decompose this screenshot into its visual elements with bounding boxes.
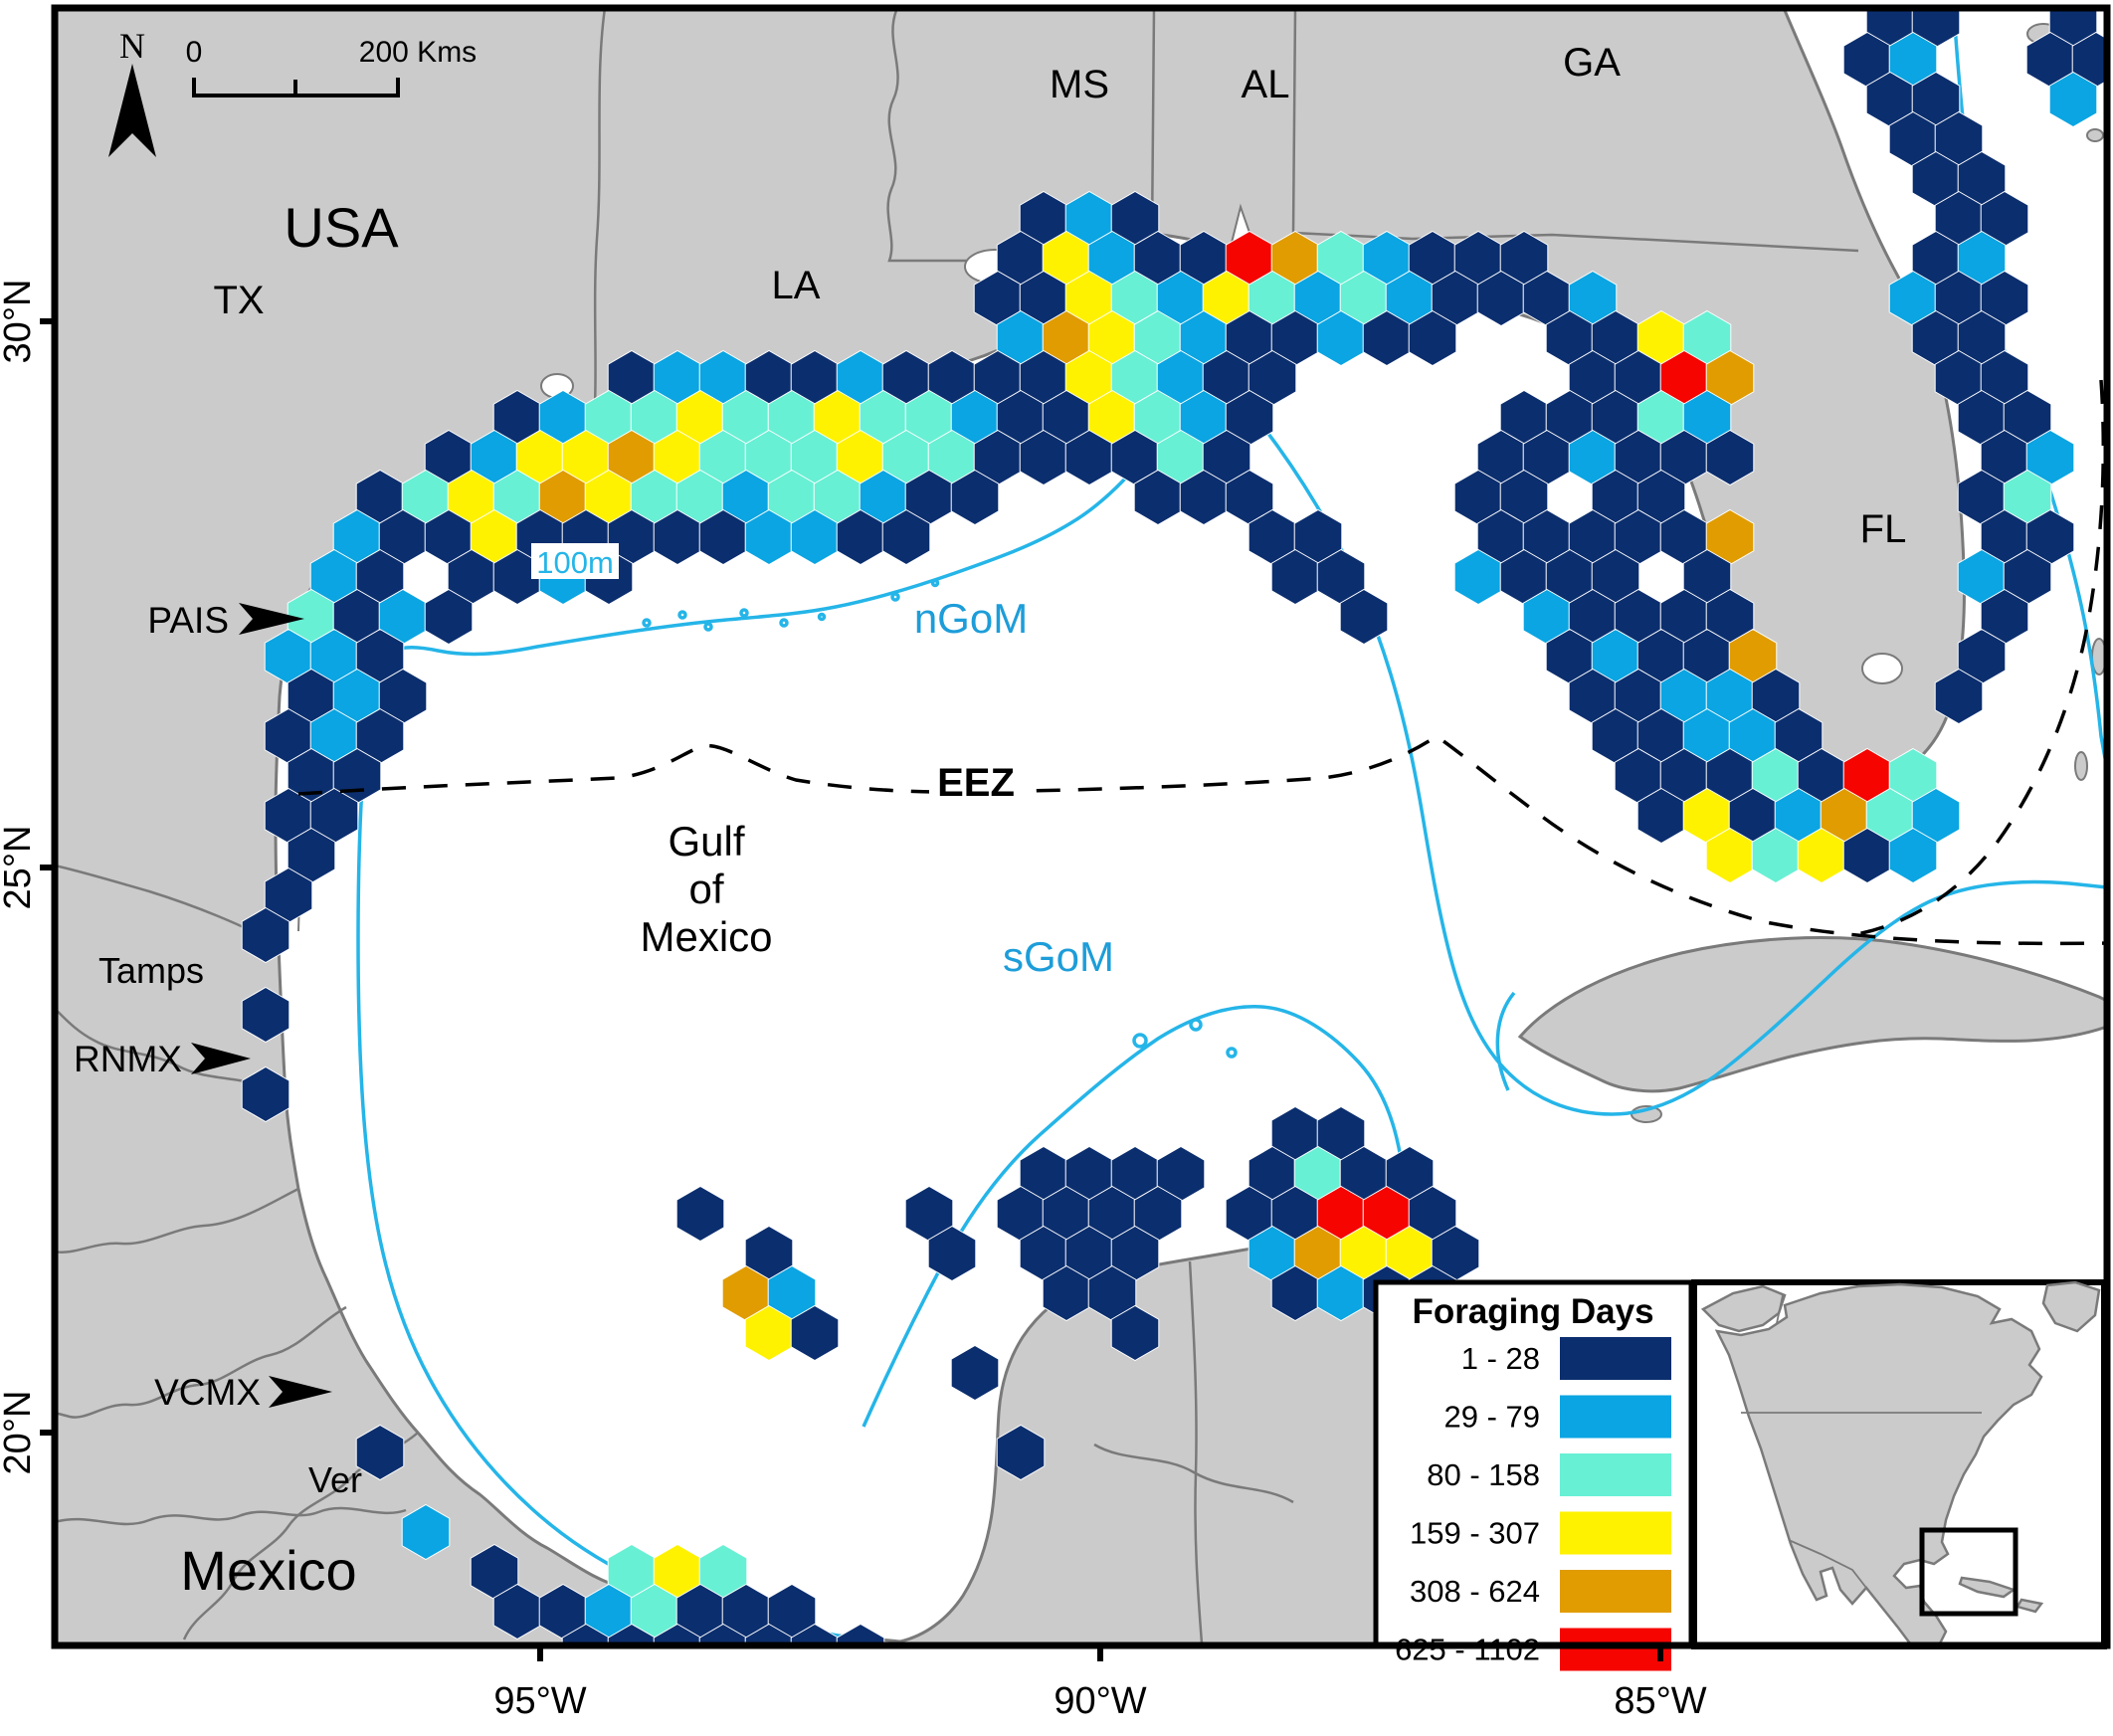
north-arrow-label: N	[119, 26, 145, 66]
contour-label-100m: 100m	[536, 545, 614, 580]
inset-map	[1691, 1279, 2107, 1649]
eez-boundary	[297, 379, 2106, 946]
hex-cell	[950, 469, 1000, 526]
state-label-tx: TX	[213, 279, 264, 322]
water-label-ngom: nGoM	[914, 595, 1028, 642]
legend-swatch	[1560, 1628, 1671, 1671]
contour-label-backing	[531, 543, 619, 579]
north-arrow-icon	[108, 64, 156, 157]
state-label-ver: Ver	[308, 1459, 362, 1500]
lat-tick-25n	[40, 865, 56, 870]
lat-label-20n: 20°N	[0, 1391, 39, 1475]
gulf-label-line3: Mexico	[640, 913, 772, 960]
map-frame	[51, 4, 2111, 1649]
hex-cell	[355, 1424, 405, 1481]
lon-label-95w: 95°W	[493, 1680, 586, 1722]
legend-class-label: 1 - 28	[1461, 1341, 1540, 1376]
country-label-mexico: Mexico	[180, 1539, 356, 1602]
state-label-fl: FL	[1860, 507, 1907, 551]
site-arrow-rnmx	[191, 1043, 251, 1074]
lon-tick-85w	[1657, 1645, 1663, 1661]
lon-label-85w: 85°W	[1614, 1680, 1706, 1722]
legend-class-label: 625 - 1102	[1395, 1633, 1540, 1667]
legend-class-label: 80 - 158	[1427, 1457, 1540, 1492]
hex-cell	[836, 1623, 885, 1643]
inset-border-alaska	[1776, 1294, 1784, 1324]
hex-cell	[401, 1503, 451, 1561]
site-label-rnmx: RNMX	[74, 1039, 182, 1079]
hexbin-layer	[241, 11, 2106, 1643]
legend-title: Foraging Days	[1412, 1292, 1653, 1331]
gulf-label-line1: Gulf	[668, 818, 744, 865]
legend-swatch	[1560, 1337, 1671, 1380]
eez-label: EEZ	[937, 761, 1015, 805]
hex-cell	[1888, 827, 1938, 884]
legend-class-label: 29 - 79	[1443, 1400, 1540, 1435]
scale-bar-start: 0	[186, 36, 203, 69]
state-label-tamps: Tamps	[98, 950, 204, 991]
site-label-pais: PAIS	[147, 600, 229, 641]
lon-label-90w: 90°W	[1054, 1680, 1146, 1722]
state-label-la: LA	[772, 264, 821, 307]
hex-cell	[996, 1424, 1046, 1481]
inset-study-area-box	[1919, 1527, 2018, 1617]
lat-label-30n: 30°N	[0, 280, 39, 364]
inset-hispaniola	[2016, 1598, 2044, 1614]
hex-cell	[241, 906, 290, 964]
hex-cell	[950, 1344, 1000, 1402]
hex-cell	[241, 1065, 290, 1123]
lat-tick-20n	[40, 1430, 56, 1436]
hex-cell	[241, 986, 290, 1044]
scale-bar-end: 200 Kms	[359, 36, 477, 69]
hex-cell	[1110, 1304, 1160, 1362]
water-label-sgom: sGoM	[1003, 933, 1114, 980]
legend-class-label: 308 - 624	[1410, 1574, 1540, 1609]
inset-cuba	[1958, 1576, 2017, 1599]
gulf-label-line2: of	[688, 866, 723, 912]
state-label-ga: GA	[1563, 41, 1621, 85]
hex-cell	[675, 1185, 725, 1243]
legend: Foraging Days 1 - 28 29 - 79 80 - 158 159 -…	[1373, 1279, 1694, 1671]
inset-north-america	[1714, 1282, 2043, 1645]
country-label-usa: USA	[284, 196, 399, 259]
site-label-vcmx: VCMX	[154, 1372, 261, 1413]
lat-label-25n: 25°N	[0, 826, 39, 910]
inset-border-us-mexico	[1788, 1539, 1867, 1589]
hex-cell	[881, 508, 931, 566]
hex-cell	[1934, 668, 1984, 725]
state-label-ms: MS	[1050, 63, 1109, 106]
legend-swatch	[1560, 1395, 1671, 1439]
legend-swatch	[1560, 1570, 1671, 1613]
legend-class-label: 159 - 307	[1410, 1516, 1540, 1551]
hex-cell	[2048, 71, 2098, 128]
state-label-al: AL	[1242, 63, 1290, 106]
inset-greenland	[2041, 1280, 2101, 1333]
bahamas-bank	[2074, 751, 2088, 781]
site-arrow-pais	[239, 603, 304, 635]
lat-tick-30n	[40, 318, 56, 324]
legend-rows: 1 - 28 29 - 79 80 - 158 159 - 307 308 - 624 6…	[1395, 1337, 1671, 1671]
cuba	[1517, 936, 2106, 1093]
hex-cell	[790, 1304, 840, 1362]
hex-cell	[1705, 429, 1755, 486]
site-arrow-vcmx	[269, 1376, 332, 1408]
legend-swatch	[1560, 1511, 1671, 1555]
lon-tick-90w	[1097, 1645, 1103, 1661]
hex-cell	[424, 588, 474, 646]
bahamas-island	[2086, 128, 2104, 142]
legend-swatch	[1560, 1453, 1671, 1496]
scale-bar: 0 200 Kms	[186, 36, 477, 97]
lon-tick-95w	[537, 1645, 543, 1661]
hex-cell	[1408, 309, 1457, 367]
eez-label-backing	[929, 760, 1025, 804]
hex-cell	[927, 1225, 977, 1282]
hex-cell	[1339, 588, 1389, 646]
